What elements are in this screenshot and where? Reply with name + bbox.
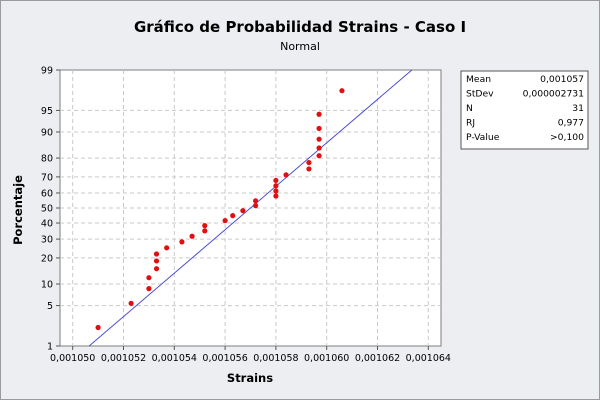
- data-point: [153, 266, 160, 272]
- data-point: [252, 203, 259, 209]
- fit-line-layer: [88, 69, 413, 347]
- y-tick-label: 99: [41, 66, 53, 77]
- data-point: [273, 188, 279, 194]
- data-point: [240, 208, 246, 214]
- x-tick-label: 0,001064: [406, 353, 451, 364]
- y-tick-label: 50: [41, 204, 53, 215]
- data-point: [316, 111, 322, 117]
- data-point: [202, 223, 208, 229]
- y-axis-label: Porcentaje: [11, 175, 25, 245]
- x-tick-label: 0,001050: [50, 353, 95, 364]
- data-point: [230, 213, 236, 219]
- gridlines: [60, 70, 441, 346]
- y-axis-ticks: 1 5 10 20 30 40 50 60 70 80 90 95 99: [41, 66, 60, 353]
- data-point: [146, 275, 152, 281]
- x-tick-label: 0,001060: [304, 353, 349, 364]
- data-point: [95, 324, 101, 331]
- data-point: [273, 177, 279, 184]
- x-tick-label: 0,001056: [202, 353, 247, 364]
- fitted-distribution-line: [88, 69, 413, 347]
- y-tick-label: 40: [41, 219, 53, 230]
- data-point: [273, 193, 279, 199]
- x-tick-label: 0,001052: [101, 353, 146, 364]
- data-point: [252, 198, 259, 204]
- data-point: [153, 251, 160, 257]
- y-tick-label: 60: [41, 188, 53, 199]
- y-tick-label: 20: [41, 253, 53, 264]
- stat-label: Mean: [466, 74, 491, 85]
- x-tick-label: 0,001062: [355, 353, 400, 364]
- y-tick-label: 95: [41, 106, 53, 117]
- data-point: [306, 166, 312, 172]
- data-point: [316, 136, 322, 142]
- y-tick-label: 90: [41, 127, 53, 138]
- stat-value: 31: [572, 103, 584, 114]
- data-point: [316, 145, 322, 151]
- y-tick-label: 70: [41, 172, 53, 183]
- x-tick-label: 0,001058: [253, 353, 298, 364]
- data-point: [273, 183, 279, 189]
- data-point: [146, 286, 152, 292]
- stat-label: N: [466, 103, 473, 114]
- data-point: [189, 233, 195, 239]
- stats-legend-box: Mean 0,001057 StDev 0,000002731 N 31 RJ 0,977 P-…: [460, 70, 589, 150]
- y-tick-label: 30: [41, 235, 53, 246]
- stats-box-border: [460, 70, 589, 150]
- data-point: [179, 239, 185, 245]
- stat-label: StDev: [466, 89, 494, 100]
- data-point: [222, 217, 228, 224]
- x-axis-ticks: 0,001050 0,001052 0,001054 0,001056 0,001058…: [50, 346, 451, 364]
- x-axis-label: Strains: [227, 371, 273, 385]
- stat-value: 0,977: [558, 118, 584, 129]
- data-point: [316, 153, 322, 159]
- stat-value: >0,100: [550, 132, 584, 143]
- data-point: [202, 228, 208, 234]
- stat-label: P-Value: [466, 132, 500, 143]
- data-point: [164, 245, 170, 251]
- stat-value: 0,001057: [540, 74, 584, 85]
- stat-value: 0,000002731: [523, 89, 584, 100]
- y-tick-label: 1: [47, 342, 53, 353]
- data-point: [339, 88, 345, 94]
- x-tick-label: 0,001054: [152, 353, 197, 364]
- data-points: [95, 88, 345, 331]
- chart-title: Gráfico de Probabilidad Strains - Caso I: [134, 18, 466, 36]
- data-point: [283, 172, 289, 178]
- y-tick-label: 10: [41, 280, 53, 291]
- y-tick-label: 5: [47, 301, 53, 312]
- data-point: [128, 300, 134, 306]
- data-point: [153, 258, 160, 264]
- stat-label: RJ: [466, 118, 475, 129]
- data-point: [316, 125, 322, 132]
- y-tick-label: 80: [41, 154, 53, 165]
- chart-subtitle: Normal: [280, 40, 320, 53]
- data-point: [306, 159, 312, 166]
